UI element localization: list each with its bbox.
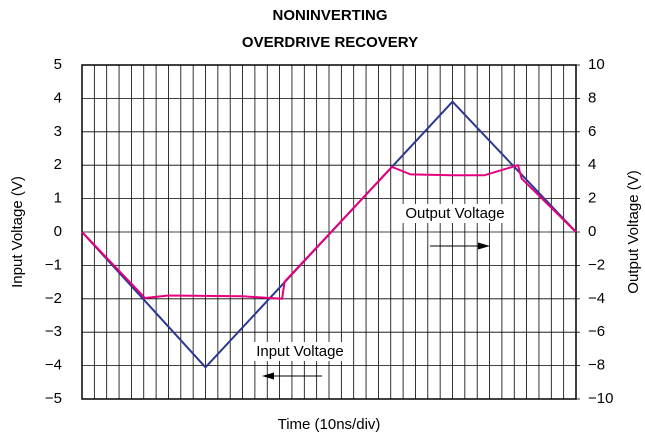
y-axis-label: Input Voltage (V)	[9, 176, 26, 288]
y2-tick-label: −10	[588, 390, 613, 407]
chart-title: OVERDRIVE RECOVERY	[242, 34, 418, 51]
y-tick-label: 0	[54, 223, 62, 240]
y-tick-label: 2	[54, 156, 62, 173]
series-line	[81, 164, 577, 300]
y-tick-label: −5	[45, 390, 62, 407]
y-tick-label: −4	[45, 357, 62, 374]
y2-tick-label: 8	[588, 89, 596, 106]
series-label-bg	[253, 341, 347, 361]
y2-tick-label: −2	[588, 256, 605, 273]
y-tick-label: −3	[45, 323, 62, 340]
y2-tick-label: 4	[588, 156, 596, 173]
y2-tick-label: 2	[588, 190, 596, 207]
series-label-bg	[402, 203, 508, 223]
y-tick-label: 3	[54, 123, 62, 140]
y-tick-label: 1	[54, 190, 62, 207]
x-axis-label: Time (10ns/div)	[278, 416, 381, 433]
y-tick-label: −2	[45, 290, 62, 307]
y-tick-label: 5	[54, 56, 62, 73]
y2-tick-label: 10	[588, 56, 605, 73]
series-label: Output Voltage	[405, 205, 504, 222]
y2-tick-label: −4	[588, 290, 605, 307]
series-label: Input Voltage	[256, 343, 344, 360]
y2-tick-label: −6	[588, 323, 605, 340]
y2-tick-label: 0	[588, 223, 596, 240]
chart-title: NONINVERTING	[272, 7, 387, 24]
y2-tick-label: −8	[588, 357, 605, 374]
y-tick-label: 4	[54, 89, 62, 106]
y2-axis-label: Output Voltage (V)	[625, 170, 642, 293]
annotation-arrow	[262, 242, 490, 380]
y2-tick-label: 6	[588, 123, 596, 140]
y-tick-label: −1	[45, 256, 62, 273]
